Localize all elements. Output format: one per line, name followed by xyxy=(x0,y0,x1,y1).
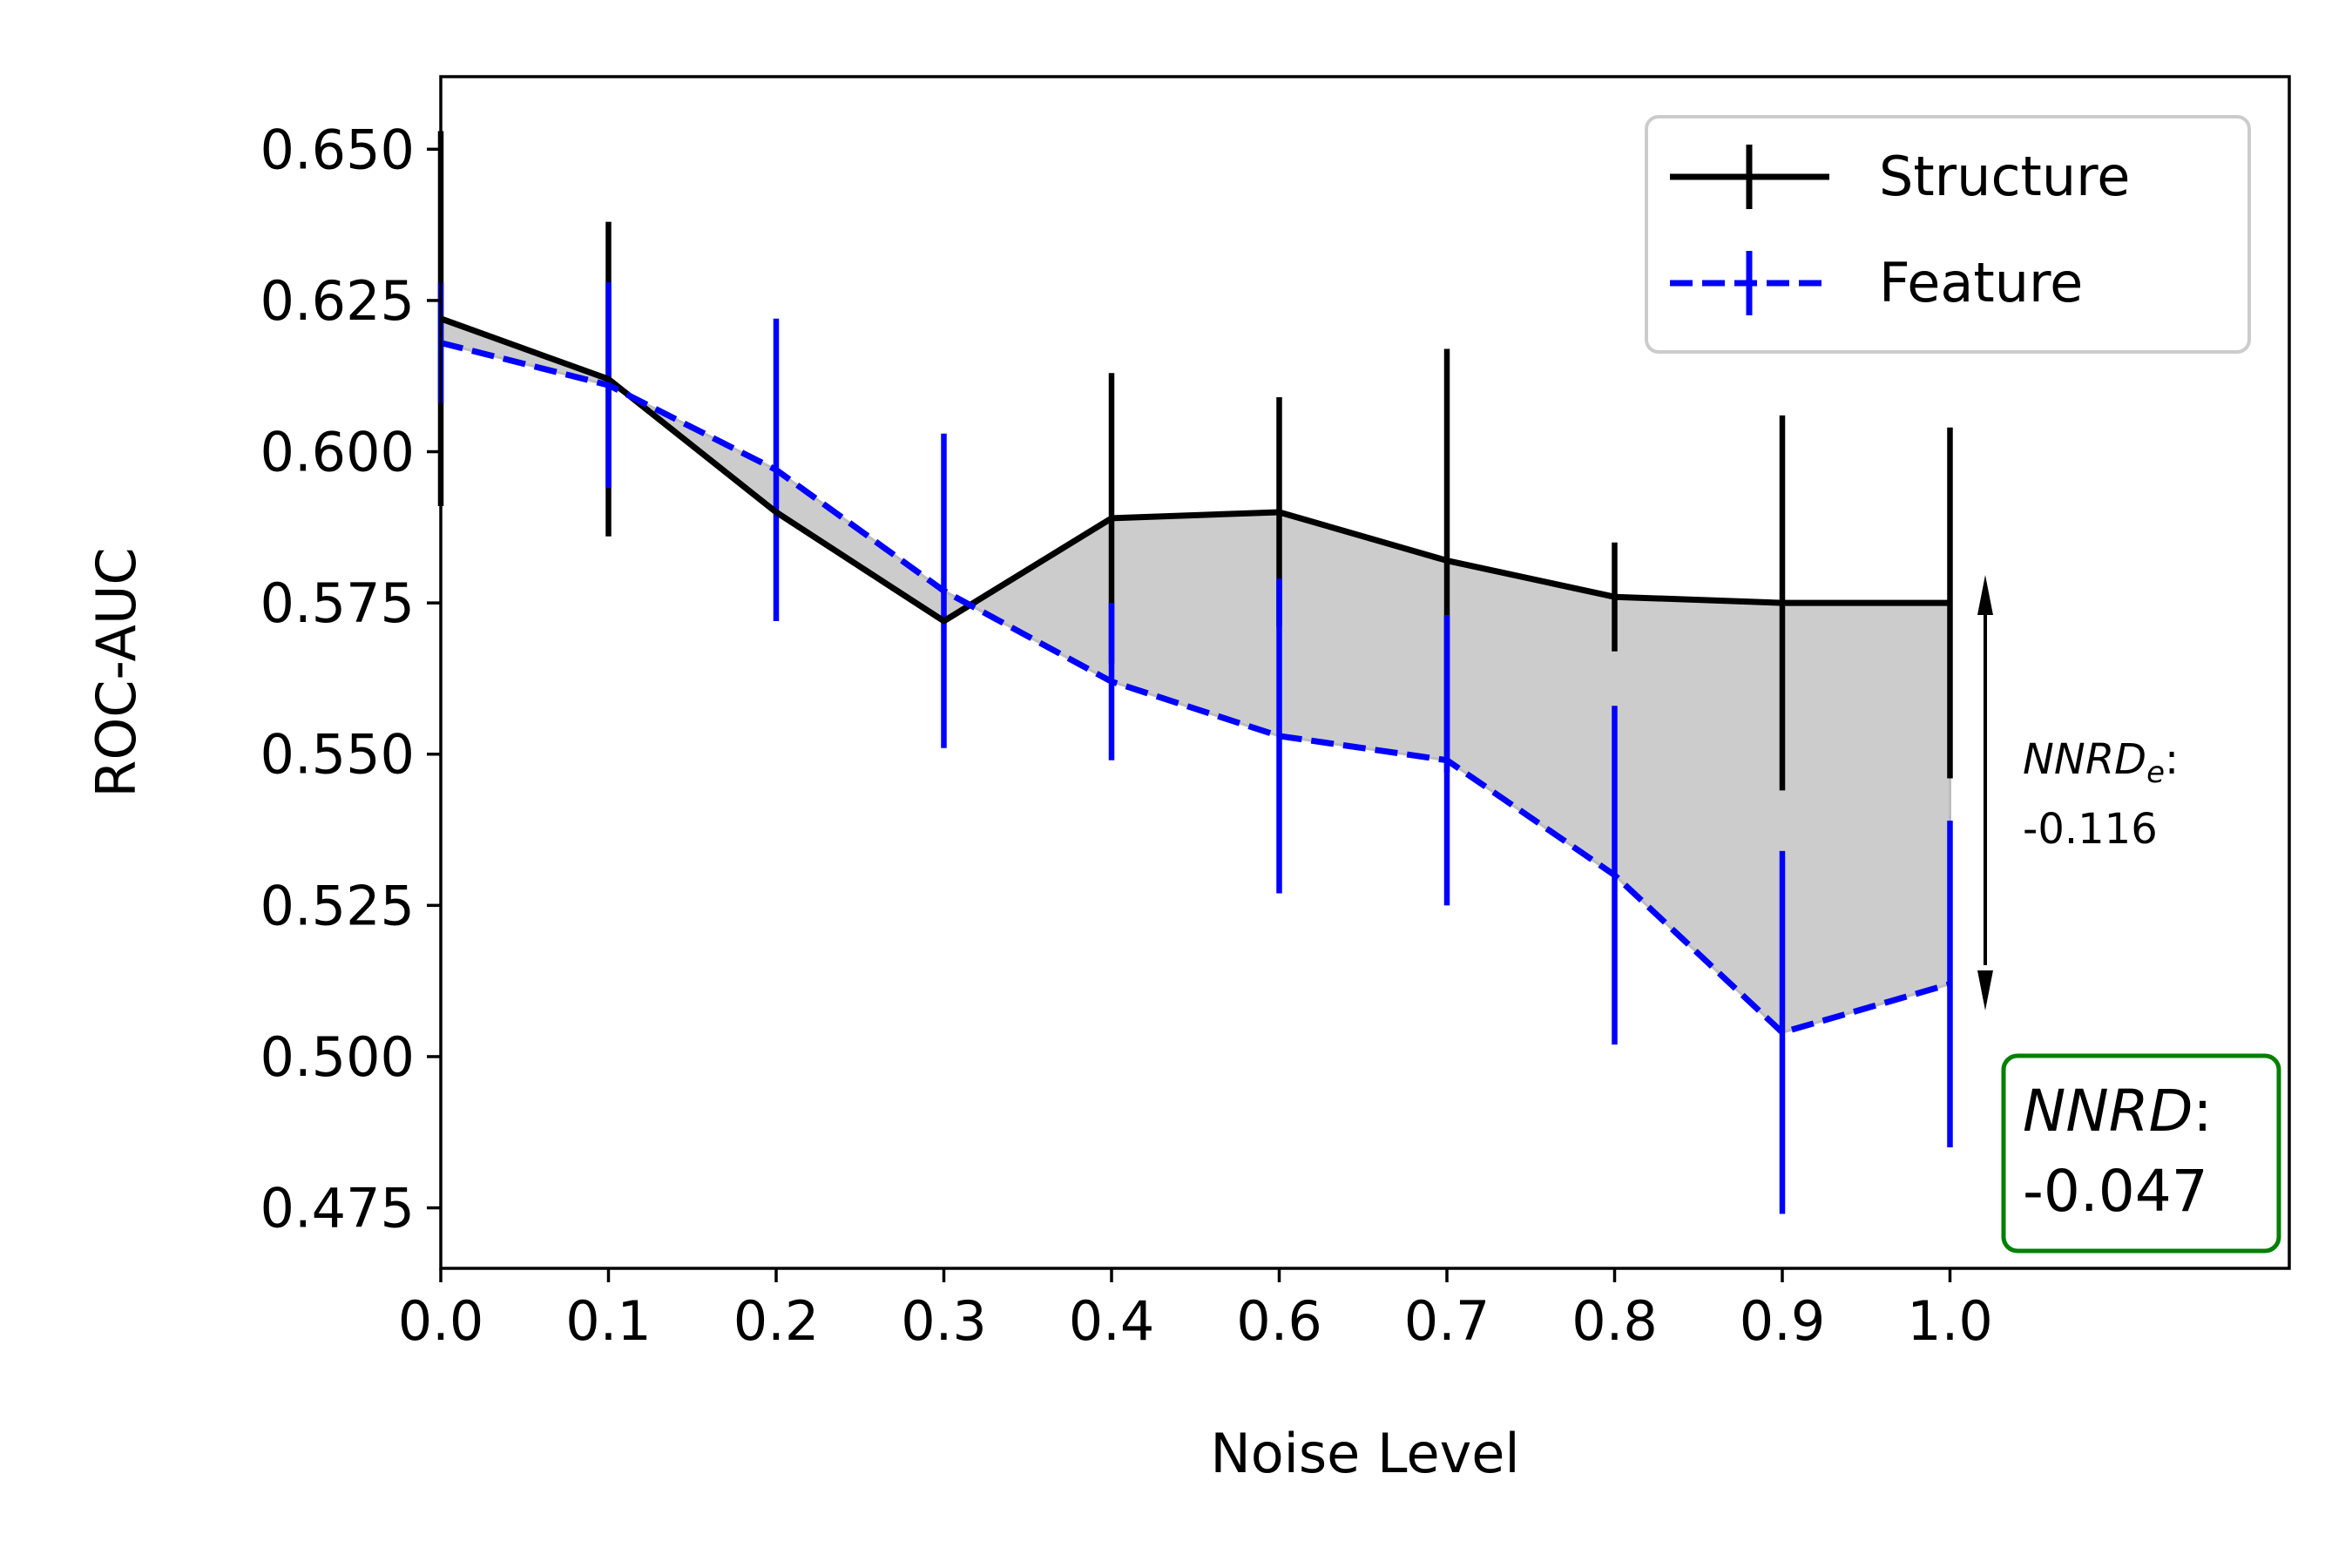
y-tick-label: 0.575 xyxy=(260,571,416,635)
nnrd-e-arrow-up xyxy=(1977,575,1993,615)
nnrd-e-subscript: e xyxy=(2146,755,2165,790)
y-tick-label: 0.475 xyxy=(260,1177,416,1240)
nnrd-colon: : xyxy=(2193,1078,2212,1145)
y-tick-label: 0.500 xyxy=(260,1025,416,1089)
legend: Structure Feature xyxy=(1645,115,2251,354)
x-tick-label: 0.6 xyxy=(1236,1289,1322,1353)
nnrd-label: NNRD: xyxy=(2023,1078,2213,1145)
nnrd-e-value: -0.116 xyxy=(2023,805,2158,854)
nnrd-e-label: NNRDe: xyxy=(2023,735,2179,790)
legend-item-feature: Feature xyxy=(1670,251,2083,315)
y-tick-label: 0.600 xyxy=(260,421,416,484)
legend-feature-label: Feature xyxy=(1879,251,2083,314)
y-axis: 0.475 0.500 0.525 0.550 0.575 0.600 0.625 0.650 xyxy=(260,118,441,1240)
nnrd-e-arrow-down xyxy=(1977,970,1993,1010)
x-tick-label: 0.8 xyxy=(1571,1289,1658,1353)
legend-structure-label: Structure xyxy=(1879,145,2130,208)
x-tick-label: 1.0 xyxy=(1907,1289,1993,1353)
nnrd-value: -0.047 xyxy=(2023,1158,2208,1225)
legend-item-structure: Structure xyxy=(1670,145,2130,209)
x-tick-label: 0.4 xyxy=(1069,1289,1155,1353)
x-tick-label: 0.3 xyxy=(901,1289,987,1353)
x-tick-label: 0.1 xyxy=(565,1289,652,1353)
x-tick-label: 0.9 xyxy=(1740,1289,1826,1353)
x-axis: 0.0 0.1 0.2 0.3 0.4 0.6 0.7 0.8 0.9 1.0 xyxy=(398,1268,1993,1353)
nnrd-annotation: NNRD: -0.047 xyxy=(2001,1053,2281,1254)
nnrd-e-colon: : xyxy=(2165,735,2179,784)
x-tick-label: 0.0 xyxy=(398,1289,484,1353)
nnrd-name: NNRD xyxy=(2023,1078,2193,1145)
x-axis-label: Noise Level xyxy=(1210,1422,1519,1485)
x-tick-label: 0.7 xyxy=(1404,1289,1490,1353)
plot-frame xyxy=(439,75,2291,1270)
nnrd-box xyxy=(2001,1053,2281,1254)
y-axis-label: ROC-AUC xyxy=(84,547,148,797)
y-tick-label: 0.625 xyxy=(260,269,416,333)
nnrd-e-annotation: NNRDe: -0.116 xyxy=(1977,575,2179,1010)
structure-line xyxy=(439,315,1950,625)
plot-area xyxy=(437,131,1953,1214)
y-tick-label: 0.525 xyxy=(260,874,416,937)
y-tick-label: 0.550 xyxy=(260,723,416,787)
x-tick-label: 0.2 xyxy=(733,1289,820,1353)
nnrd-e-name: NNRD xyxy=(2023,735,2146,784)
feature-line xyxy=(440,340,1951,1036)
y-tick-label: 0.650 xyxy=(260,118,416,181)
